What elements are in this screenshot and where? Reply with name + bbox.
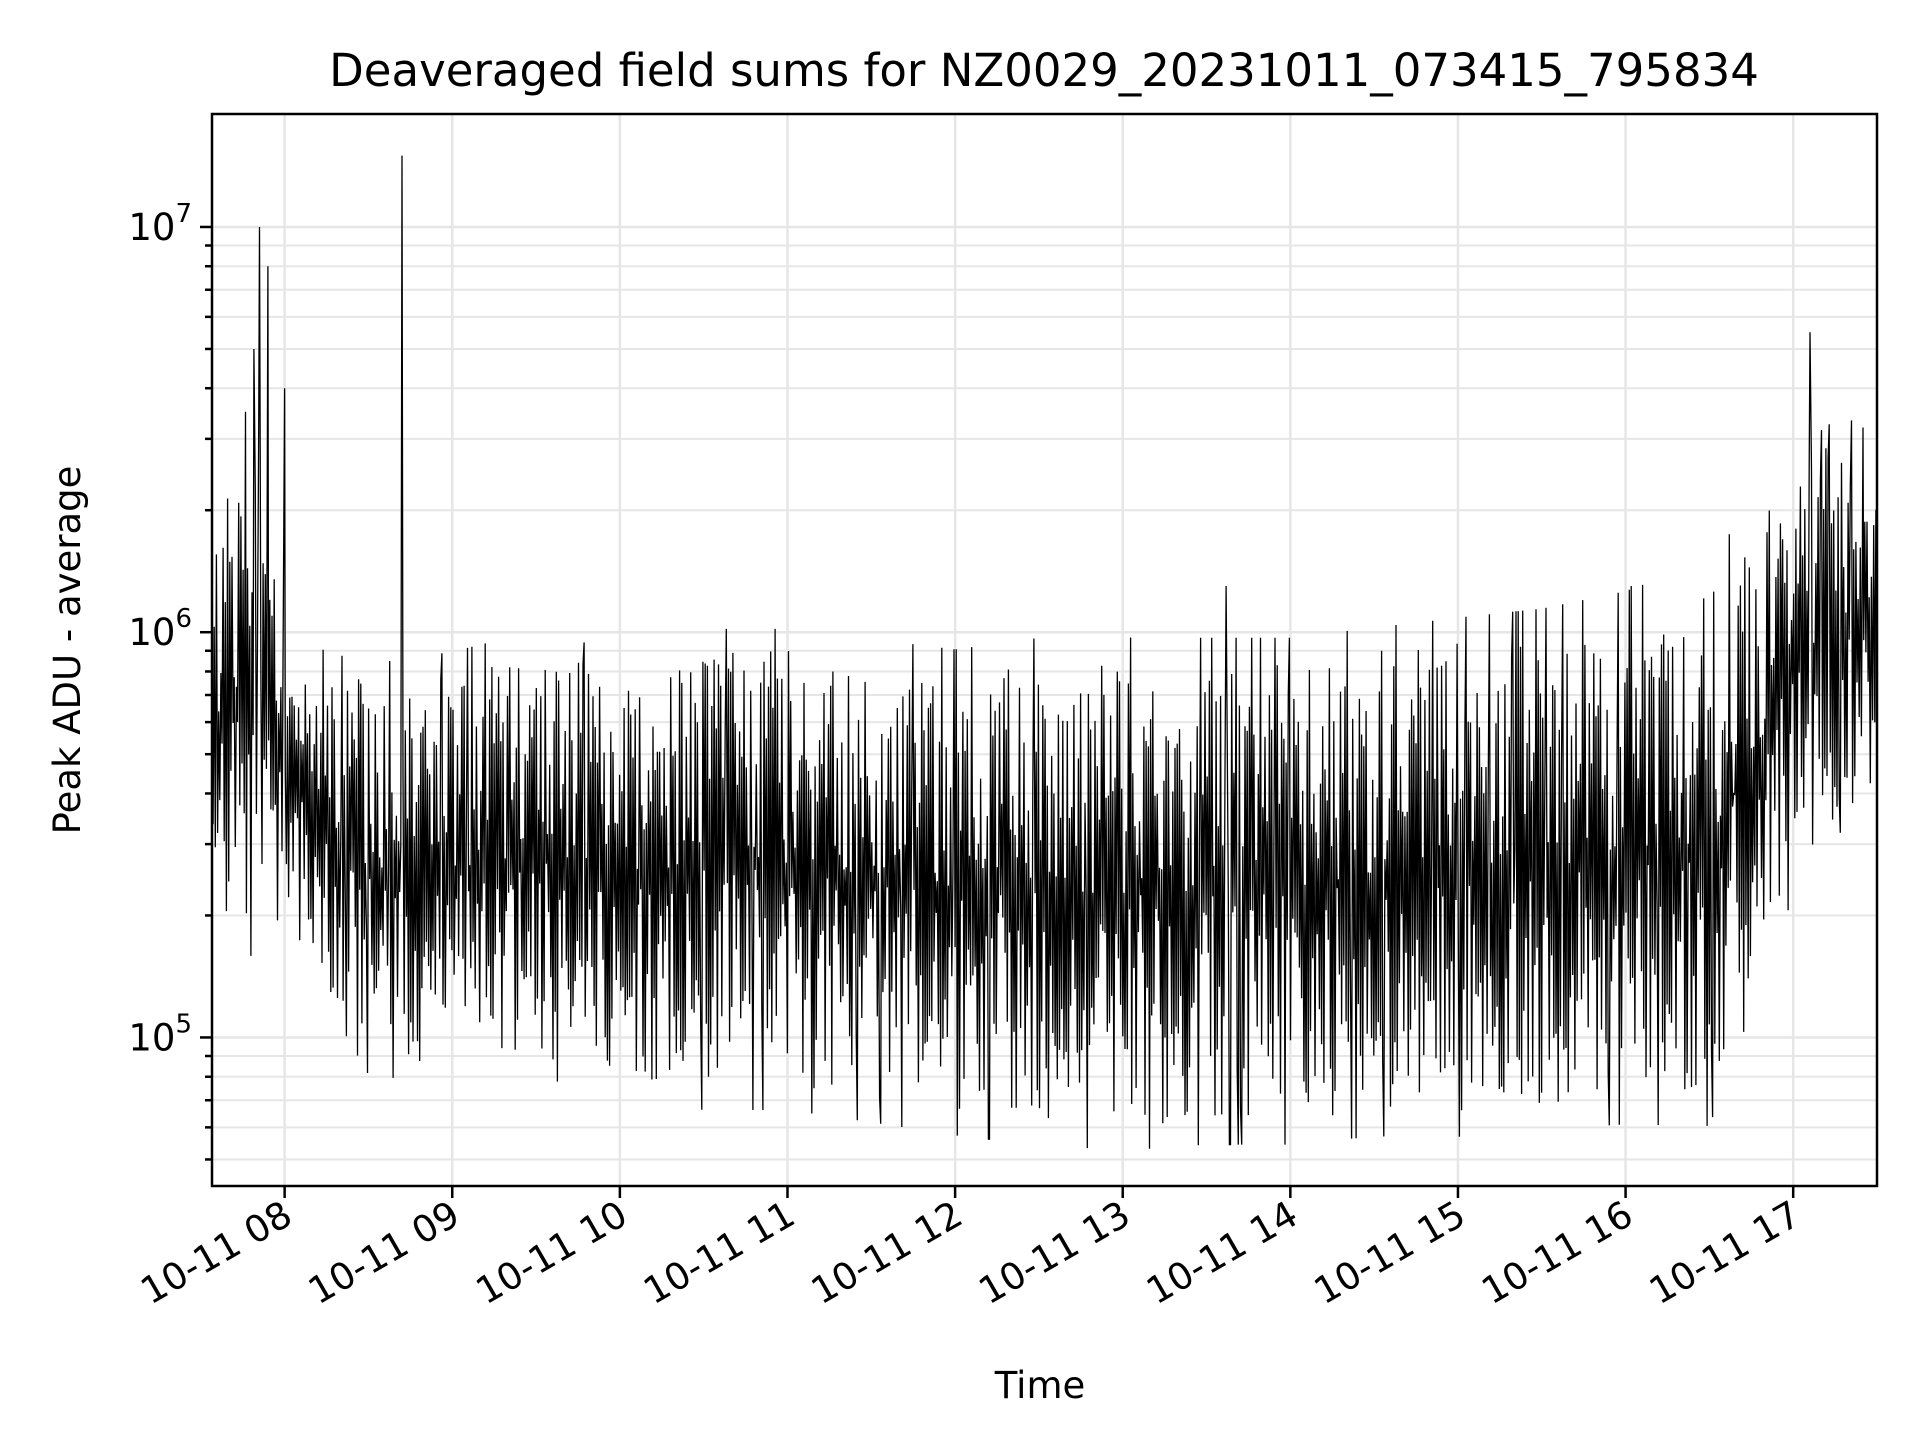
y-tick-exponent: 5: [175, 1009, 192, 1039]
series-line: [211, 155, 1878, 1149]
y-tick-base: 10: [128, 206, 175, 249]
y-tick-label: 106: [128, 604, 192, 654]
y-axis-label: Peak ADU - average: [46, 466, 89, 835]
y-tick-base: 10: [128, 1016, 175, 1059]
y-tick-base: 10: [128, 611, 175, 654]
y-tick-label: 107: [128, 199, 192, 249]
y-tick-exponent: 6: [175, 604, 192, 634]
y-tick-label: 105: [128, 1009, 192, 1059]
chart-title: Deaveraged field sums for NZ0029_2023101…: [329, 44, 1759, 97]
y-tick-exponent: 7: [175, 199, 192, 229]
x-axis-label: Time: [994, 1364, 1086, 1407]
data-series: [211, 155, 1878, 1149]
